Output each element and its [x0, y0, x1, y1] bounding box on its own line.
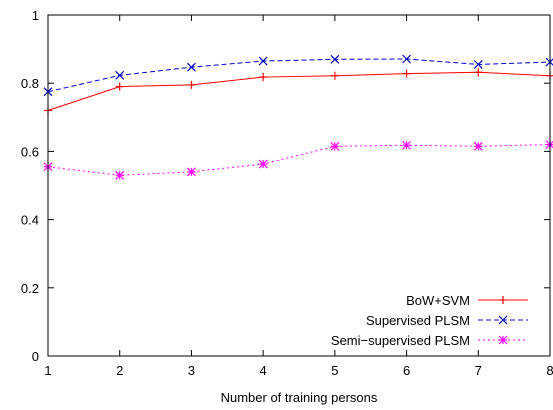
legend-label: BoW+SVM [406, 293, 470, 308]
legend-marker [499, 296, 507, 304]
data-point [473, 141, 483, 151]
series-1 [43, 54, 553, 97]
legend-marker [498, 315, 508, 325]
x-tick-label: 5 [331, 363, 338, 378]
legend-marker [498, 335, 508, 345]
legend-label: Semi−supervised PLSM [331, 333, 470, 348]
x-tick-label: 1 [44, 363, 51, 378]
series-2 [43, 140, 553, 180]
x-tick-label: 2 [116, 363, 123, 378]
data-point [115, 82, 124, 91]
legend-item: Supervised PLSM [366, 313, 528, 328]
y-tick-label: 0.6 [21, 144, 39, 159]
legend-label: Supervised PLSM [366, 313, 470, 328]
data-point [402, 54, 411, 64]
x-tick-label: 4 [260, 363, 267, 378]
data-point [258, 56, 268, 66]
data-point [187, 167, 196, 177]
x-tick-label: 6 [403, 363, 410, 378]
data-point [330, 141, 340, 151]
y-tick-label: 1 [32, 8, 39, 23]
data-point [115, 170, 125, 180]
y-tick-label: 0.4 [21, 213, 39, 228]
x-tick-label: 8 [546, 363, 553, 378]
data-point [115, 70, 125, 80]
data-point [473, 60, 483, 69]
data-point [474, 68, 483, 77]
y-tick-label: 0.2 [21, 281, 39, 296]
data-point [402, 140, 411, 150]
legend: BoW+SVM Supervised PLSM Semi−supervised PL… [331, 293, 528, 348]
y-tick-label: 0 [32, 349, 39, 364]
data-point [402, 69, 411, 78]
x-tick-label: 3 [188, 363, 195, 378]
x-tick-label: 7 [475, 363, 482, 378]
data-point [330, 71, 339, 80]
y-tick-label: 0.8 [21, 76, 39, 91]
x-axis-label: Number of training persons [221, 390, 378, 405]
series-line [47, 144, 551, 176]
data-point [258, 159, 268, 169]
ticks-layer: 1 2 3 4 5 6 7 8 0 0.2 0.4 0.6 0.8 1 [21, 8, 553, 378]
data-point [187, 80, 196, 89]
data-point [187, 62, 196, 72]
legend-item: BoW+SVM [406, 293, 528, 308]
plot-frame [47, 14, 551, 357]
data-point [259, 73, 268, 82]
series-line [47, 71, 551, 111]
data-point [330, 54, 340, 64]
series-layer [43, 54, 553, 180]
legend-item: Semi−supervised PLSM [331, 333, 528, 348]
